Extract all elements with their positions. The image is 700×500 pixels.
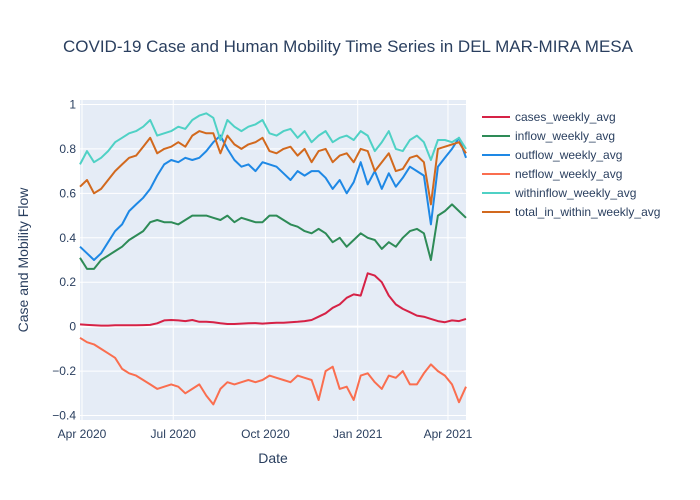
y-tick-label: −0.2 [52, 364, 76, 378]
y-tick-label: 0.2 [59, 275, 76, 289]
series-lines [79, 112, 467, 406]
chart-title: COVID-19 Case and Human Mobility Time Se… [63, 37, 634, 56]
x-axis-title: Date [258, 450, 288, 466]
series-line-netflow_weekly_avg [79, 336, 467, 406]
y-tick-label: 1 [69, 97, 76, 111]
legend-label: withinflow_weekly_avg [514, 186, 636, 200]
y-tick-label: 0.6 [59, 186, 76, 200]
legend-label: cases_weekly_avg [515, 110, 616, 124]
x-tick-label: Jul 2020 [151, 427, 197, 441]
series-line-total_in_within_weekly_avg [79, 130, 467, 206]
y-tick-label: 0.4 [59, 231, 76, 245]
y-tick-labels: 1 0.8 0.6 0.4 0.2 0 −0.2 −0.4 [52, 97, 76, 422]
x-tick-label: Oct 2020 [241, 427, 290, 441]
legend-label: outflow_weekly_avg [515, 148, 622, 162]
x-tick-labels: Apr 2020 Jul 2020 Oct 2020 Jan 2021 Apr 2021 [58, 427, 473, 441]
series-line-inflow_weekly_avg [79, 203, 467, 270]
legend: cases_weekly_avg inflow_weekly_avgoutflow… [482, 110, 660, 219]
y-tick-label: 0 [69, 320, 76, 334]
y-tick-label: 0.8 [59, 142, 76, 156]
plot-area [80, 100, 466, 420]
legend-label: netflow_weekly_avg [515, 167, 622, 181]
series-line-cases_weekly_avg [79, 272, 467, 327]
x-tick-label: Apr 2021 [424, 427, 473, 441]
legend-label: inflow_weekly_avg [515, 129, 615, 143]
y-tick-label: −0.4 [52, 409, 76, 423]
x-tick-label: Apr 2020 [58, 427, 107, 441]
y-axis-title: Case and Mobility Flow [15, 187, 31, 333]
series-line-withinflow_weekly_avg [79, 112, 467, 165]
legend-label: total_in_within_weekly_avg [515, 205, 660, 219]
x-tick-label: Jan 2021 [333, 427, 383, 441]
series-line-outflow_weekly_avg [79, 134, 467, 261]
